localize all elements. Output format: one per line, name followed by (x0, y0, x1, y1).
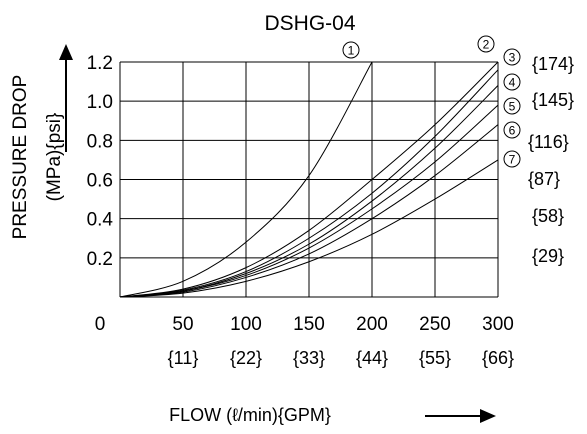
curve-label-circle-2 (477, 35, 495, 53)
y-tick-label: 0.2 (87, 249, 113, 270)
y-axis-arrow (59, 44, 73, 152)
y-tick-labels: 0.2 0.4 0.6 0.8 1.0 1.2 (87, 53, 114, 270)
curve-label-circle-4 (503, 73, 521, 91)
curve-label-7: 7 (509, 153, 516, 167)
y-tick-label-psi: {29} (532, 246, 564, 266)
y-tick-label-psi: {116} (528, 132, 569, 152)
x-tick-label: 50 (172, 314, 193, 335)
curve-6 (119, 124, 499, 298)
curve-label-circle-6 (503, 121, 521, 139)
x-tick-label: 150 (293, 314, 325, 335)
x-tick-label-gpm: {55} (419, 348, 451, 368)
y-tick-label-psi: {174} (532, 54, 574, 74)
curve-label-circle-1 (342, 41, 360, 59)
curve-7 (119, 159, 499, 298)
y-axis-units: (MPa){psi} (44, 113, 65, 202)
y-tick-label: 1.0 (87, 92, 113, 113)
curve-label-5: 5 (509, 100, 516, 114)
curve-label-1: 1 (348, 44, 355, 58)
curve-label-circle-3 (503, 48, 521, 66)
y-tick-label-psi: {58} (532, 206, 564, 226)
curve-label-3: 3 (509, 51, 516, 65)
curve-1 (119, 61, 373, 298)
curve-label-4: 4 (509, 76, 516, 90)
y-axis-label: PRESSURE DROP (10, 75, 31, 240)
x-tick-label-gpm: {33} (293, 348, 325, 368)
y-tick-label-psi: {145} (532, 90, 574, 110)
curve-label-2: 2 (483, 38, 490, 52)
x-tick-label-gpm: {11} (168, 348, 199, 368)
chart-title: DSHG-04 (264, 12, 355, 35)
x-tick-labels-gpm: {11} {22} {33} {44} {55} {66} (168, 348, 514, 368)
curve-3 (119, 69, 499, 298)
x-tick-label: 200 (356, 314, 388, 335)
y-tick-label: 0.4 (87, 210, 114, 231)
curve-label-circle-5 (503, 97, 521, 115)
x-tick-label: 300 (482, 314, 514, 335)
curve-5 (119, 104, 499, 298)
x-tick-label: 250 (419, 314, 451, 335)
x-tick-label-gpm: {22} (230, 348, 262, 368)
x-tick-label-gpm: {44} (356, 348, 388, 368)
x-tick-label: 100 (230, 314, 262, 335)
y-tick-labels-psi: {29} {58} {87} {116} {145} {174} (528, 54, 574, 266)
curves (119, 61, 499, 298)
x-tick-label: 0 (95, 314, 106, 335)
x-tick-label-gpm: {66} (482, 348, 514, 368)
y-tick-label: 0.6 (87, 171, 113, 192)
curve-label-circle-7 (503, 150, 521, 168)
curve-label-6: 6 (509, 124, 516, 138)
x-tick-labels: 0 50 100 150 200 250 300 (95, 314, 514, 335)
y-tick-label: 1.2 (87, 53, 113, 74)
y-tick-label-psi: {87} (528, 169, 560, 189)
curve-labels: 1 2 3 4 5 6 7 (342, 35, 521, 168)
y-tick-label: 0.8 (87, 131, 113, 152)
curve-2 (119, 61, 499, 298)
x-axis-label: FLOW (ℓ/min){GPM} (169, 405, 331, 425)
x-axis-arrow (425, 409, 496, 423)
